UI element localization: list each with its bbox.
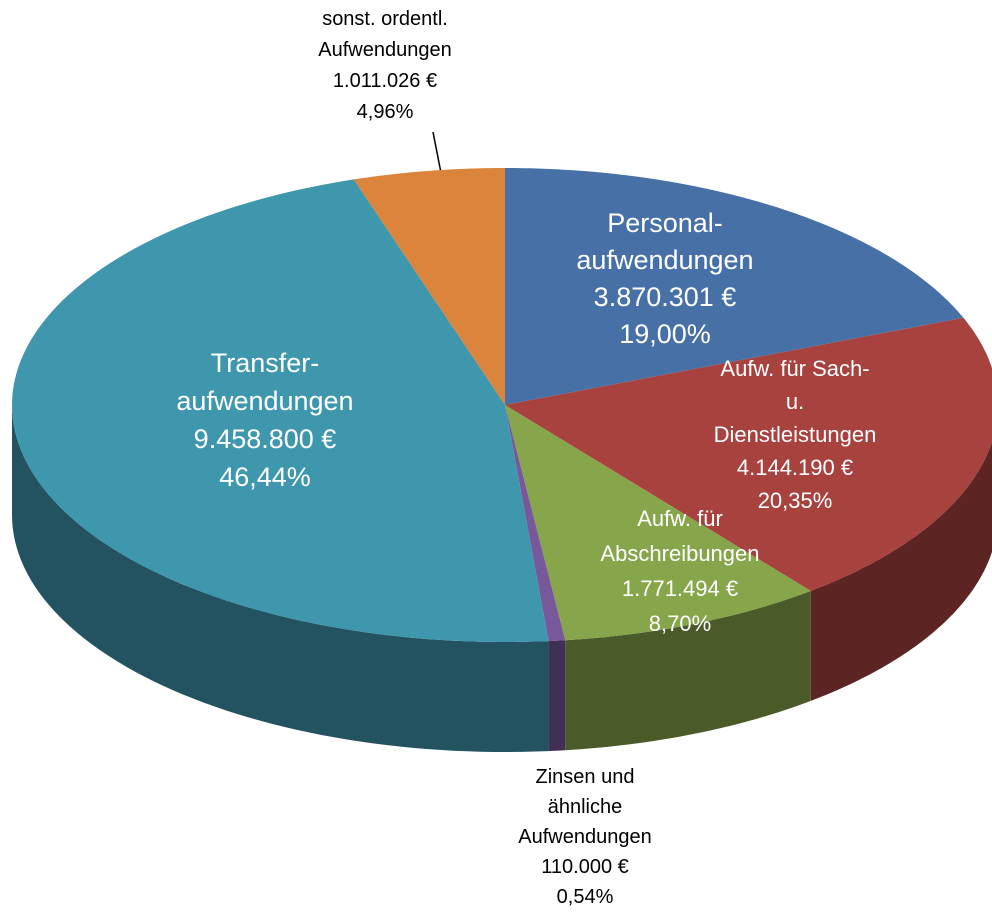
slice <box>505 168 964 405</box>
data-label: Personal-aufwendungen 3.870.301 € 19,00% <box>576 208 753 349</box>
label-line: sonst. ordentl. <box>322 8 448 30</box>
slice <box>505 405 566 642</box>
label-line: Zinsen und <box>536 766 635 788</box>
slice-side <box>548 640 566 752</box>
label-line: Aufw. für <box>637 506 723 531</box>
slice-side <box>565 590 811 751</box>
data-label: Transfer-aufwendungen 9.458.800 € 46,44% <box>176 348 353 492</box>
data-label: Zinsen und ähnliche Aufwendungen 110.000 € 0… <box>518 766 651 908</box>
label-line: Aufwendungen <box>318 39 451 61</box>
label-line: 110.000 € <box>541 856 629 878</box>
slice-side <box>12 405 549 752</box>
label-line: Dienstleistungen <box>714 422 877 447</box>
label-line: 46,44% <box>219 462 311 492</box>
data-label: Aufw. für Abschreibungen 1.771.494 € 8,70% <box>600 506 759 636</box>
label-line: Transfer- <box>211 348 320 378</box>
label-line: 4.144.190 € <box>737 455 853 480</box>
label-line: 1.771.494 € <box>622 576 738 601</box>
slice <box>12 179 549 642</box>
data-label: Aufw. für Sach-u. Dienstleistungen 4.144.1… <box>714 356 877 513</box>
label-line: 20,35% <box>758 488 833 513</box>
label-line: 1.011.026 € <box>333 70 437 92</box>
label-line: 19,00% <box>619 319 711 349</box>
label-line: 8,70% <box>649 611 711 636</box>
slice <box>505 317 992 591</box>
label-line: Abschreibungen <box>600 541 759 566</box>
label-line: u. <box>786 389 804 414</box>
label-line: 3.870.301 € <box>594 282 737 312</box>
label-line: ähnliche <box>548 796 623 818</box>
label-line: Aufwendungen <box>518 826 651 848</box>
label-line: 4,96% <box>357 101 414 123</box>
label-line: aufwendungen <box>576 245 753 275</box>
slice-side <box>810 441 992 701</box>
label-line: aufwendungen <box>176 386 353 416</box>
label-line: 9.458.800 € <box>194 424 337 454</box>
label-line: Aufw. für Sach- <box>720 356 869 381</box>
label-line: Personal- <box>607 208 723 238</box>
slice <box>505 405 811 641</box>
slice <box>353 168 505 405</box>
label-line: 0,54% <box>557 886 614 908</box>
data-label: sonst. ordentl. Aufwendungen 1.011.026 € 4,… <box>318 8 451 123</box>
